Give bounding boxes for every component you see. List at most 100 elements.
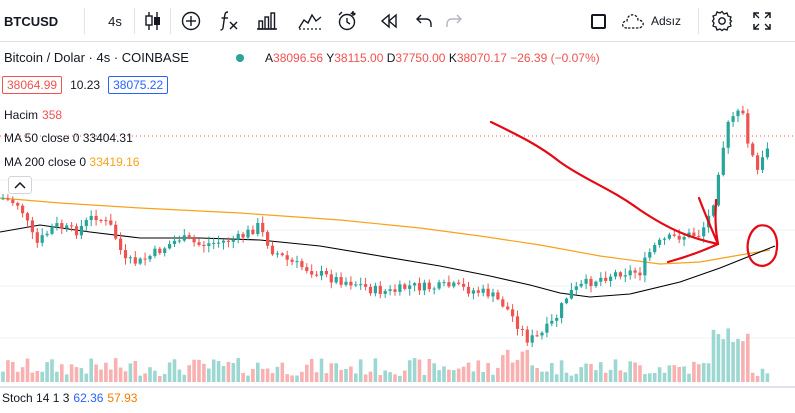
volume-bar <box>11 361 15 382</box>
volume-bar <box>319 358 324 382</box>
chart-title[interactable]: Bitcoin / Dolar · 4s · COINBASE <box>4 50 189 65</box>
candle-body <box>648 252 652 258</box>
candle-body <box>319 270 324 276</box>
volume-bar <box>574 373 579 382</box>
compare-icon <box>298 13 322 30</box>
candle-body <box>1 198 5 200</box>
candle-body <box>388 289 392 291</box>
buy-price-button[interactable]: 38075.22 <box>108 76 169 94</box>
ma50-legend[interactable]: MA 50 close 0 33404.31 <box>4 131 133 145</box>
fx-button[interactable] <box>216 0 242 42</box>
candle-body <box>114 224 118 239</box>
candle-body <box>285 255 289 260</box>
candle-body <box>329 274 333 283</box>
volume-legend[interactable]: Hacim 358 <box>4 108 62 122</box>
volume-bar <box>192 359 196 382</box>
ma200-legend[interactable]: MA 200 close 0 33419.16 <box>4 155 139 169</box>
candle-body <box>221 240 226 243</box>
volume-bar <box>554 374 559 382</box>
volume-bar <box>368 371 373 382</box>
volume-bar <box>711 329 716 382</box>
layout-icon <box>590 13 606 29</box>
candle-body <box>716 174 720 206</box>
candlesticks <box>1 105 769 348</box>
candle-body <box>530 335 534 343</box>
stoch-k-value: 62.36 <box>73 391 104 405</box>
candle-body <box>471 290 475 294</box>
cloud-icon <box>621 14 644 29</box>
candle-body <box>16 203 20 206</box>
candle-body <box>182 235 186 241</box>
templates-button[interactable] <box>254 0 280 42</box>
candle-body <box>123 250 128 259</box>
volume-bar <box>305 364 309 382</box>
candle-body <box>540 332 544 336</box>
redo-button[interactable] <box>442 0 466 42</box>
volume-bar <box>422 374 427 382</box>
volume-bar <box>672 365 677 382</box>
volume-bar <box>447 369 451 382</box>
candle-body <box>217 242 221 244</box>
candle-body <box>30 220 34 233</box>
volume-bar <box>510 362 515 382</box>
alert-button[interactable] <box>334 0 360 42</box>
undo-button[interactable] <box>412 0 436 42</box>
settings-button[interactable] <box>708 0 736 42</box>
candle-body <box>305 267 309 272</box>
volume-bar <box>476 360 481 382</box>
annotation-circle <box>746 224 779 267</box>
ohlc-values: A38096.56 Y38115.00 D37750.00 K38070.17 … <box>265 51 600 65</box>
candle-body <box>79 225 83 236</box>
volume-bar <box>491 374 495 382</box>
volume-bar <box>344 368 348 382</box>
candle-body <box>50 226 54 234</box>
save-layout-button[interactable]: Adsız <box>616 0 686 42</box>
candle-body <box>550 320 554 324</box>
candle-body <box>628 270 632 276</box>
layout-button[interactable] <box>584 0 612 42</box>
replay-icon <box>380 13 397 29</box>
volume-bar <box>290 375 294 382</box>
add-indicator-button[interactable] <box>178 0 204 42</box>
candle-body <box>496 292 500 300</box>
stoch-legend[interactable]: Stoch 14 1 3 62.36 57.93 <box>2 391 137 405</box>
candle-body <box>511 309 515 317</box>
candle-body <box>638 272 642 276</box>
volume-bar <box>260 368 265 382</box>
volume-bar <box>241 372 245 382</box>
sell-price-button[interactable]: 38064.99 <box>2 76 63 94</box>
fullscreen-button[interactable] <box>748 0 776 42</box>
interval-button[interactable]: 4s <box>98 0 132 42</box>
volume-bar <box>550 362 554 382</box>
candle-body <box>481 288 485 293</box>
symbol-search-button[interactable]: BTCUSD <box>0 0 70 42</box>
volume-bar <box>285 374 289 382</box>
volume-bar <box>603 372 608 382</box>
candle-body <box>300 261 304 268</box>
volume-value: 358 <box>42 108 63 122</box>
volume-bar <box>736 338 740 382</box>
open-label: A <box>265 51 274 65</box>
volume-bar <box>618 370 623 382</box>
pane-separator[interactable] <box>0 386 795 388</box>
volume-bar <box>55 371 59 382</box>
collapse-legend-button[interactable] <box>8 176 32 194</box>
compare-button[interactable] <box>296 0 324 42</box>
candle-body <box>94 215 98 221</box>
candle-body <box>202 244 206 247</box>
market-status-icon[interactable] <box>236 54 244 62</box>
candle-body <box>452 282 456 287</box>
change-value: −26.39 (−0.07%) <box>510 51 600 65</box>
volume-bar <box>515 359 520 382</box>
volume-bar <box>236 358 240 382</box>
candle-body <box>197 242 201 245</box>
volume-bar <box>158 375 162 382</box>
bar-style-button[interactable] <box>140 0 166 42</box>
volume-bar <box>471 371 476 382</box>
replay-button[interactable] <box>376 0 402 42</box>
candle-body <box>574 286 578 290</box>
candle-body <box>408 285 412 289</box>
volume-bar <box>324 373 329 382</box>
volume-bar <box>113 358 118 382</box>
price-chart[interactable] <box>0 42 795 388</box>
